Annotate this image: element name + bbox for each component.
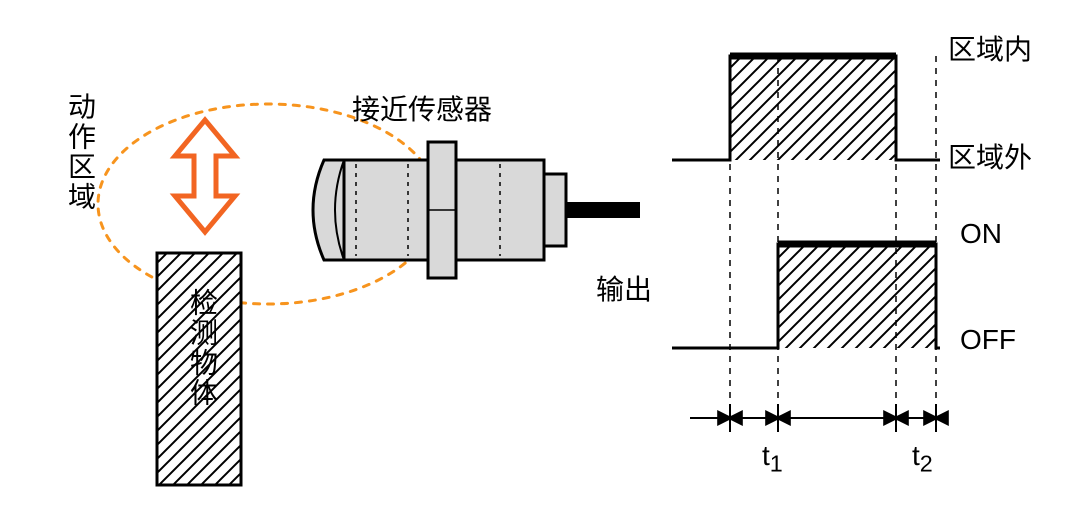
inside-region-label: 区域内 bbox=[948, 28, 1032, 68]
output-signal-waveform bbox=[672, 244, 940, 348]
detected-object-label: 检测物体 bbox=[182, 288, 222, 408]
t1-label: t1 bbox=[762, 440, 783, 478]
on-label: ON bbox=[960, 218, 1002, 250]
t2-label: t2 bbox=[912, 440, 933, 478]
operating-region-label: 动作区域 bbox=[60, 92, 100, 212]
output-label: 输出 bbox=[596, 268, 652, 308]
movement-arrow-icon bbox=[175, 120, 235, 232]
region-signal-waveform bbox=[672, 56, 940, 160]
proximity-sensor-label: 接近传感器 bbox=[352, 88, 492, 128]
outside-region-label: 区域外 bbox=[948, 136, 1032, 176]
off-label: OFF bbox=[960, 324, 1016, 356]
proximity-sensor-shape bbox=[313, 142, 640, 278]
